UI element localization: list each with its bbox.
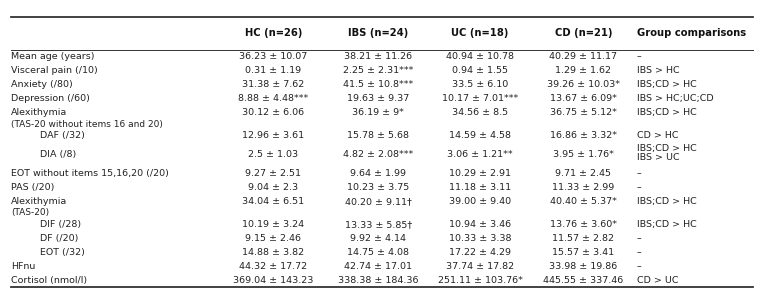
- Text: 14.88 ± 3.82: 14.88 ± 3.82: [242, 248, 305, 257]
- Text: 4.82 ± 2.08***: 4.82 ± 2.08***: [343, 150, 413, 159]
- Text: 30.12 ± 6.06: 30.12 ± 6.06: [242, 108, 305, 117]
- Text: 3.06 ± 1.21**: 3.06 ± 1.21**: [447, 150, 513, 159]
- Text: 19.63 ± 9.37: 19.63 ± 9.37: [347, 94, 410, 103]
- Text: IBS;CD > HC: IBS;CD > HC: [636, 144, 696, 153]
- Text: DF (/20): DF (/20): [28, 234, 78, 243]
- Text: 33.5 ± 6.10: 33.5 ± 6.10: [452, 80, 508, 89]
- Text: –: –: [636, 52, 641, 61]
- Text: 10.29 ± 2.91: 10.29 ± 2.91: [449, 169, 511, 178]
- Text: 338.38 ± 184.36: 338.38 ± 184.36: [338, 276, 419, 285]
- Text: 445.55 ± 337.46: 445.55 ± 337.46: [543, 276, 623, 285]
- Text: PAS (/20): PAS (/20): [11, 183, 55, 192]
- Text: 12.96 ± 3.61: 12.96 ± 3.61: [242, 131, 305, 140]
- Text: IBS;CD > HC: IBS;CD > HC: [636, 197, 696, 206]
- Text: 9.04 ± 2.3: 9.04 ± 2.3: [248, 183, 299, 192]
- Text: –: –: [636, 262, 641, 271]
- Text: 9.27 ± 2.51: 9.27 ± 2.51: [245, 169, 302, 178]
- Text: CD (n=21): CD (n=21): [555, 28, 612, 38]
- Text: 2.25 ± 2.31***: 2.25 ± 2.31***: [343, 66, 413, 75]
- Text: 34.04 ± 6.51: 34.04 ± 6.51: [242, 197, 305, 206]
- Text: IBS;CD > HC: IBS;CD > HC: [636, 80, 696, 89]
- Text: 36.75 ± 5.12*: 36.75 ± 5.12*: [550, 108, 617, 117]
- Text: EOT without items 15,16,20 (/20): EOT without items 15,16,20 (/20): [11, 169, 170, 178]
- Text: 16.86 ± 3.32*: 16.86 ± 3.32*: [550, 131, 617, 140]
- Text: HFnu: HFnu: [11, 262, 36, 271]
- Text: 40.20 ± 9.11†: 40.20 ± 9.11†: [345, 197, 412, 206]
- Text: 8.88 ± 4.48***: 8.88 ± 4.48***: [238, 94, 309, 103]
- Text: 40.94 ± 10.78: 40.94 ± 10.78: [446, 52, 514, 61]
- Text: IBS (n=24): IBS (n=24): [348, 28, 409, 38]
- Text: Visceral pain (/10): Visceral pain (/10): [11, 66, 98, 75]
- Text: 0.94 ± 1.55: 0.94 ± 1.55: [452, 66, 508, 75]
- Text: 15.57 ± 3.41: 15.57 ± 3.41: [552, 248, 614, 257]
- Text: Alexithymia: Alexithymia: [11, 108, 68, 117]
- Text: 13.67 ± 6.09*: 13.67 ± 6.09*: [550, 94, 617, 103]
- Text: Cortisol (nmol/l): Cortisol (nmol/l): [11, 276, 88, 285]
- Text: 9.71 ± 2.45: 9.71 ± 2.45: [555, 169, 611, 178]
- Text: 37.74 ± 17.82: 37.74 ± 17.82: [446, 262, 514, 271]
- Text: –: –: [636, 183, 641, 192]
- Text: 1.29 ± 1.62: 1.29 ± 1.62: [555, 66, 611, 75]
- Text: (TAS-20): (TAS-20): [11, 208, 50, 217]
- Text: 40.40 ± 5.37*: 40.40 ± 5.37*: [550, 197, 617, 206]
- Text: CD > HC: CD > HC: [636, 131, 678, 140]
- Text: 17.22 ± 4.29: 17.22 ± 4.29: [449, 248, 511, 257]
- Text: (TAS-20 without items 16 and 20): (TAS-20 without items 16 and 20): [11, 120, 163, 128]
- Text: 13.76 ± 3.60*: 13.76 ± 3.60*: [550, 220, 617, 229]
- Text: 369.04 ± 143.23: 369.04 ± 143.23: [233, 276, 314, 285]
- Text: 9.64 ± 1.99: 9.64 ± 1.99: [350, 169, 406, 178]
- Text: CD > UC: CD > UC: [636, 276, 678, 285]
- Text: 34.56 ± 8.5: 34.56 ± 8.5: [452, 108, 508, 117]
- Text: 36.23 ± 10.07: 36.23 ± 10.07: [239, 52, 308, 61]
- Text: 14.75 ± 4.08: 14.75 ± 4.08: [348, 248, 410, 257]
- Text: 42.74 ± 17.01: 42.74 ± 17.01: [345, 262, 413, 271]
- Text: 9.92 ± 4.14: 9.92 ± 4.14: [350, 234, 406, 243]
- Text: 40.29 ± 11.17: 40.29 ± 11.17: [549, 52, 617, 61]
- Text: –: –: [636, 169, 641, 178]
- Text: 0.31 ± 1.19: 0.31 ± 1.19: [245, 66, 302, 75]
- Text: 3.95 ± 1.76*: 3.95 ± 1.76*: [553, 150, 613, 159]
- Text: 39.00 ± 9.40: 39.00 ± 9.40: [449, 197, 511, 206]
- Text: IBS > HC: IBS > HC: [636, 66, 679, 75]
- Text: 251.11 ± 103.76*: 251.11 ± 103.76*: [438, 276, 523, 285]
- Text: Group comparisons: Group comparisons: [636, 28, 746, 38]
- Text: DIF (/28): DIF (/28): [28, 220, 81, 229]
- Text: 38.21 ± 11.26: 38.21 ± 11.26: [345, 52, 413, 61]
- Text: 11.33 ± 2.99: 11.33 ± 2.99: [552, 183, 614, 192]
- Text: 10.19 ± 3.24: 10.19 ± 3.24: [242, 220, 305, 229]
- Text: 10.33 ± 3.38: 10.33 ± 3.38: [448, 234, 511, 243]
- Text: –: –: [636, 248, 641, 257]
- Text: 10.17 ± 7.01***: 10.17 ± 7.01***: [442, 94, 518, 103]
- Text: Mean age (years): Mean age (years): [11, 52, 95, 61]
- Text: EOT (/32): EOT (/32): [28, 248, 85, 257]
- Text: 11.57 ± 2.82: 11.57 ± 2.82: [552, 234, 614, 243]
- Text: 2.5 ± 1.03: 2.5 ± 1.03: [248, 150, 299, 159]
- Text: DAF (/32): DAF (/32): [28, 131, 85, 140]
- Text: 11.18 ± 3.11: 11.18 ± 3.11: [449, 183, 511, 192]
- Text: 10.23 ± 3.75: 10.23 ± 3.75: [347, 183, 410, 192]
- Text: 31.38 ± 7.62: 31.38 ± 7.62: [242, 80, 305, 89]
- Text: IBS;CD > HC: IBS;CD > HC: [636, 220, 696, 229]
- Text: Depression (/60): Depression (/60): [11, 94, 90, 103]
- Text: 13.33 ± 5.85†: 13.33 ± 5.85†: [345, 220, 412, 229]
- Text: IBS > HC;UC;CD: IBS > HC;UC;CD: [636, 94, 713, 103]
- Text: Alexithymia: Alexithymia: [11, 197, 68, 206]
- Text: DIA (/8): DIA (/8): [28, 150, 76, 159]
- Text: Anxiety (/80): Anxiety (/80): [11, 80, 73, 89]
- Text: 41.5 ± 10.8***: 41.5 ± 10.8***: [343, 80, 413, 89]
- Text: IBS > UC: IBS > UC: [636, 153, 679, 162]
- Text: 39.26 ± 10.03*: 39.26 ± 10.03*: [547, 80, 620, 89]
- Text: 44.32 ± 17.72: 44.32 ± 17.72: [239, 262, 307, 271]
- Text: 14.59 ± 4.58: 14.59 ± 4.58: [449, 131, 511, 140]
- Text: HC (n=26): HC (n=26): [244, 28, 302, 38]
- Text: UC (n=18): UC (n=18): [452, 28, 509, 38]
- Text: 15.78 ± 5.68: 15.78 ± 5.68: [348, 131, 410, 140]
- Text: –: –: [636, 234, 641, 243]
- Text: IBS;CD > HC: IBS;CD > HC: [636, 108, 696, 117]
- Text: 33.98 ± 19.86: 33.98 ± 19.86: [549, 262, 617, 271]
- Text: 9.15 ± 2.46: 9.15 ± 2.46: [245, 234, 302, 243]
- Text: 36.19 ± 9*: 36.19 ± 9*: [352, 108, 404, 117]
- Text: 10.94 ± 3.46: 10.94 ± 3.46: [449, 220, 511, 229]
